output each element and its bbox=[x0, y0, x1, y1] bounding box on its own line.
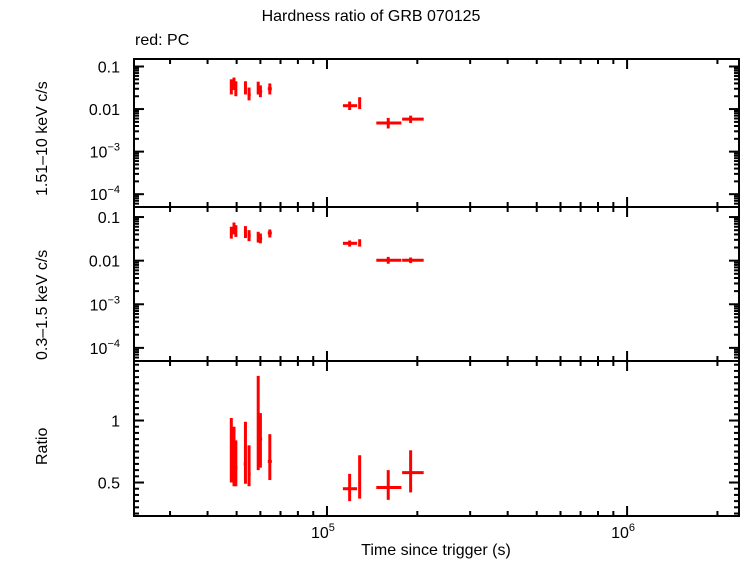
y-tick-label: 0.01 bbox=[89, 254, 120, 271]
series-PC bbox=[229, 222, 424, 264]
panel-middle: 0.1 0.01 10−3 10−4 bbox=[89, 206, 740, 362]
y-tick-label: 10−3 bbox=[90, 294, 120, 314]
plot-frame bbox=[133, 360, 740, 517]
y-tick-label: 10−4 bbox=[90, 338, 120, 358]
legend-note: red: PC bbox=[135, 32, 190, 49]
chart-title: Hardness ratio of GRB 070125 bbox=[261, 8, 481, 25]
y-tick-label: 0.1 bbox=[98, 210, 120, 227]
y-tick-label: 0.5 bbox=[98, 476, 120, 493]
x-tick-label: 105 bbox=[311, 522, 335, 542]
panel-top: 0.1 0.01 10−3 10−4 bbox=[89, 58, 740, 208]
plot-frame bbox=[133, 206, 740, 362]
x-axis-label: Time since trigger (s) bbox=[361, 542, 511, 559]
y-tick-label: 10−3 bbox=[90, 142, 120, 162]
y-tick-label: 10−4 bbox=[90, 184, 120, 204]
plot-frame bbox=[133, 58, 740, 208]
series-PC bbox=[229, 375, 424, 502]
panel-bottom: 1 0.5 105 106 bbox=[98, 360, 740, 542]
x-tick-label: 106 bbox=[611, 522, 635, 542]
series-PC bbox=[229, 77, 424, 129]
y-tick-label: 0.1 bbox=[98, 59, 120, 76]
y-tick-label: 0.01 bbox=[89, 102, 120, 119]
y-tick-label: 1 bbox=[111, 414, 120, 431]
